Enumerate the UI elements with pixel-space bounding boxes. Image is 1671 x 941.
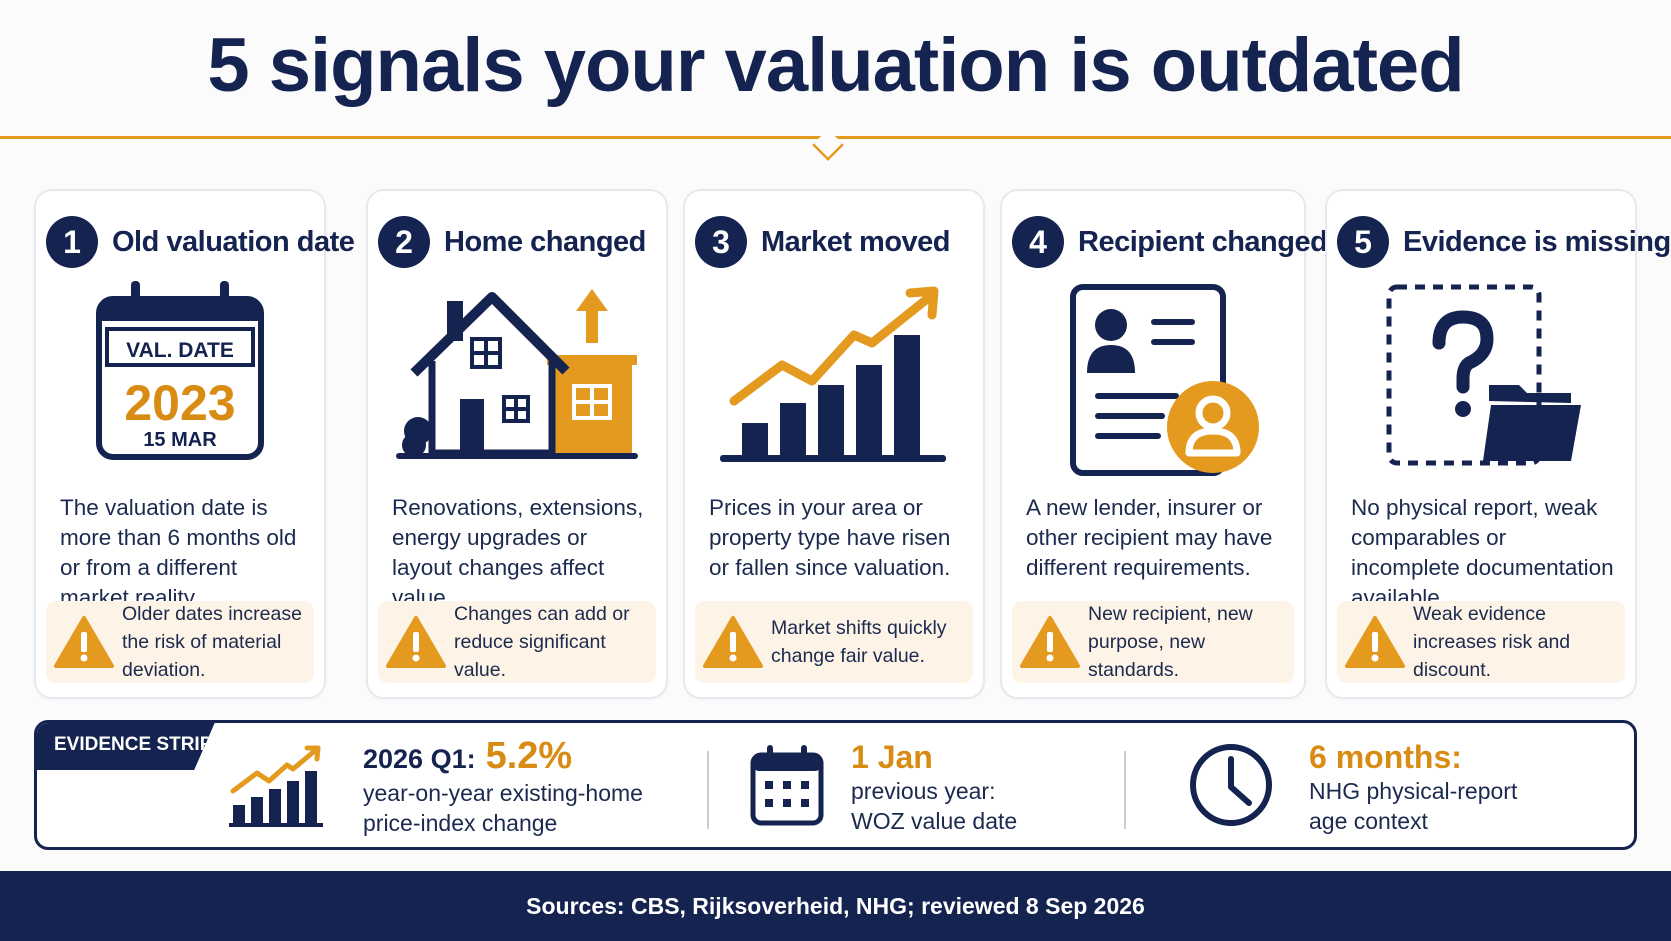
divider-notch <box>812 129 844 161</box>
calendar-day: 15 MAR <box>143 429 217 451</box>
house-extension-icon <box>368 281 666 481</box>
strip-separator <box>1124 751 1126 829</box>
rising-chart-icon <box>685 281 983 481</box>
bar-chart-trend-icon <box>229 745 323 827</box>
warning-text: Changes can add or reduce significant va… <box>454 603 630 681</box>
stat-value: 1 Jan <box>851 739 933 775</box>
card-title: Home changed <box>444 225 646 258</box>
warning-triangle-icon <box>54 616 114 668</box>
stat-description: previous year: WOZ value date <box>851 778 1018 834</box>
warning-text: New recipient, new purpose, new standard… <box>1088 603 1253 681</box>
stat-description: NHG physical-report age context <box>1309 778 1518 834</box>
strip-separator <box>707 751 709 829</box>
missing-document-folder-icon <box>1327 281 1635 481</box>
card-description: A new lender, insurer or other recipient… <box>1026 495 1273 580</box>
card-description: The valuation date is more than 6 months… <box>60 495 297 610</box>
stat-value: 5.2% <box>485 735 573 777</box>
stat-value: 6 months: <box>1309 739 1462 775</box>
evidence-strip: EVIDENCE STRIP 2026 Q1: 5.2% year-on-year… <box>34 720 1637 850</box>
card-description: No physical report, weak comparables or … <box>1351 495 1614 610</box>
card-title: Recipient changed <box>1078 225 1328 258</box>
evidence-strip-tag: EVIDENCE STRIP <box>37 723 216 770</box>
signal-card-market-moved: 3 Market moved Prices in your area or pr… <box>683 189 985 699</box>
warning-triangle-icon <box>1020 616 1080 668</box>
calendar-year: 2023 <box>124 375 236 431</box>
card-number-badge: 2 <box>378 216 430 268</box>
warning-triangle-icon <box>1345 616 1405 668</box>
warning-box: Changes can add or reduce significant va… <box>378 601 656 683</box>
warning-box: Weak evidence increases risk and discoun… <box>1337 601 1625 683</box>
stat-lead-label: 2026 Q1: <box>363 744 476 774</box>
evidence-item-price-index: 2026 Q1: 5.2% year-on-year existing-home … <box>227 723 727 847</box>
stat-description: year-on-year existing-home price-index c… <box>363 780 643 836</box>
calendar-grid-icon <box>750 745 824 826</box>
evidence-item-nhg-age: 6 months: NHG physical-report age contex… <box>1187 723 1607 847</box>
card-title: Market moved <box>761 225 951 258</box>
card-header: 3 Market moved <box>695 215 979 269</box>
card-header: 5 Evidence is missing <box>1337 215 1671 269</box>
evidence-item-woz-date: 1 Jan previous year: WOZ value date <box>749 723 1089 847</box>
warning-box: Market shifts quickly change fair value. <box>695 601 973 683</box>
sources-footer: Sources: CBS, Rijksoverheid, NHG; review… <box>0 871 1671 941</box>
page-title: 5 signals your valuation is outdated <box>207 23 1464 108</box>
card-number-badge: 5 <box>1337 216 1389 268</box>
card-header: 2 Home changed <box>378 215 662 269</box>
warning-box: Older dates increase the risk of materia… <box>46 601 314 683</box>
clock-icon <box>1190 744 1272 826</box>
warning-triangle-icon <box>703 616 763 668</box>
id-card-user-icon <box>1002 281 1304 481</box>
warning-text: Market shifts quickly change fair value. <box>771 617 947 667</box>
calendar-label: VAL. DATE <box>126 339 234 362</box>
card-header: 4 Recipient changed <box>1012 215 1328 269</box>
signal-card-recipient-changed: 4 Recipient changed A new lender, insure… <box>1000 189 1328 699</box>
card-title: Old valuation date <box>112 225 355 258</box>
calendar-icon <box>36 281 324 481</box>
warning-text: Older dates increase the risk of materia… <box>122 603 302 681</box>
stat-lead: 2026 Q1: 5.2% <box>363 735 663 778</box>
card-number-badge: 4 <box>1012 216 1064 268</box>
signal-card-evidence-missing: 5 Evidence is missing No physical report… <box>1325 189 1671 699</box>
signal-card-home-changed: 2 Home changed Renovations, extensions, … <box>366 189 668 699</box>
warning-box: New recipient, new purpose, new standard… <box>1012 601 1294 683</box>
card-header: 1 Old valuation date <box>46 215 355 269</box>
warning-triangle-icon <box>386 616 446 668</box>
card-number-badge: 3 <box>695 216 747 268</box>
card-title: Evidence is missing <box>1403 225 1671 258</box>
card-number-badge: 1 <box>46 216 98 268</box>
card-description: Renovations, extensions, energy upgrades… <box>392 495 644 610</box>
warning-text: Weak evidence increases risk and discoun… <box>1413 603 1571 681</box>
signal-card-old-valuation-date: 1 Old valuation date VAL. DATE 2023 15 M… <box>34 189 355 699</box>
card-description: Prices in your area or property type hav… <box>709 495 951 580</box>
